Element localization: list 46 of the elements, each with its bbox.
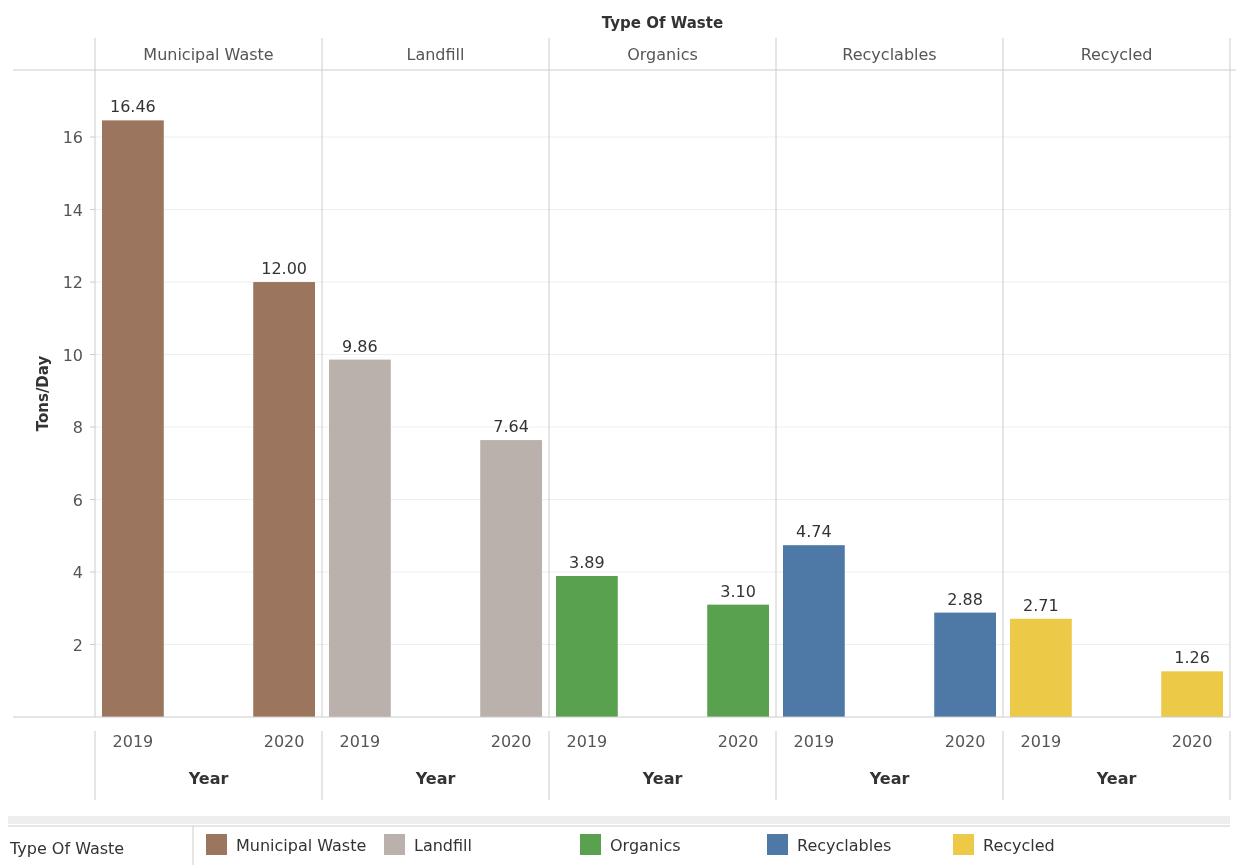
x-tick-label: 2020 bbox=[944, 732, 986, 751]
x-tick-label: 2019 bbox=[339, 732, 381, 751]
text: Organics bbox=[627, 45, 698, 64]
y-axis-title: Tons/Day bbox=[34, 355, 52, 432]
chart-title: Type Of Waste bbox=[601, 14, 724, 32]
legend-label: Recyclables bbox=[797, 836, 892, 855]
x-tick-label: 2020 bbox=[263, 732, 305, 751]
data-label: 4.74 bbox=[796, 522, 832, 542]
legend-title: Type Of Waste bbox=[9, 839, 125, 858]
data-label: 16.46 bbox=[109, 97, 156, 117]
text: Year bbox=[415, 769, 456, 788]
data-label: 9.86 bbox=[342, 336, 378, 356]
text: Year bbox=[1096, 769, 1137, 788]
text: Landfill bbox=[406, 45, 465, 64]
x-tick-label: 2020 bbox=[1171, 732, 1213, 751]
legend-label: Organics bbox=[610, 836, 681, 855]
data-label: 7.64 bbox=[493, 417, 529, 437]
text: Recycled bbox=[1080, 45, 1153, 64]
y-tick-label: 2 bbox=[72, 635, 83, 655]
data-label: 3.10 bbox=[720, 581, 756, 601]
y-tick-label: 10 bbox=[62, 345, 83, 365]
x-tick-label: 2019 bbox=[1020, 732, 1062, 751]
y-tick-label: 8 bbox=[72, 418, 83, 438]
x-tick-label: 2020 bbox=[717, 732, 759, 751]
y-tick-label: 6 bbox=[72, 490, 83, 510]
legend-label: Municipal Waste bbox=[236, 836, 367, 855]
x-axis-title: Year bbox=[187, 769, 229, 788]
text: Municipal Waste bbox=[143, 45, 274, 64]
y-tick-label: 4 bbox=[72, 563, 83, 583]
y-tick-label: 16 bbox=[62, 128, 83, 148]
text: Year bbox=[869, 769, 910, 788]
data-label: 1.26 bbox=[1174, 648, 1210, 668]
legend-label: Recycled bbox=[983, 836, 1055, 855]
legend-label: Landfill bbox=[414, 836, 472, 855]
x-tick-label: 2019 bbox=[112, 732, 154, 751]
y-tick-label: 14 bbox=[62, 200, 83, 220]
data-label: 12.00 bbox=[261, 259, 308, 279]
x-tick-label: 2019 bbox=[566, 732, 608, 751]
x-tick-label: 2019 bbox=[793, 732, 835, 751]
x-tick-label: 2020 bbox=[490, 732, 532, 751]
text: Year bbox=[642, 769, 683, 788]
data-label: 3.89 bbox=[569, 553, 605, 572]
text: Recyclables bbox=[842, 45, 937, 64]
data-label: 2.88 bbox=[947, 589, 983, 609]
y-tick-label: 12 bbox=[62, 273, 83, 293]
data-label: 2.71 bbox=[1023, 595, 1059, 615]
